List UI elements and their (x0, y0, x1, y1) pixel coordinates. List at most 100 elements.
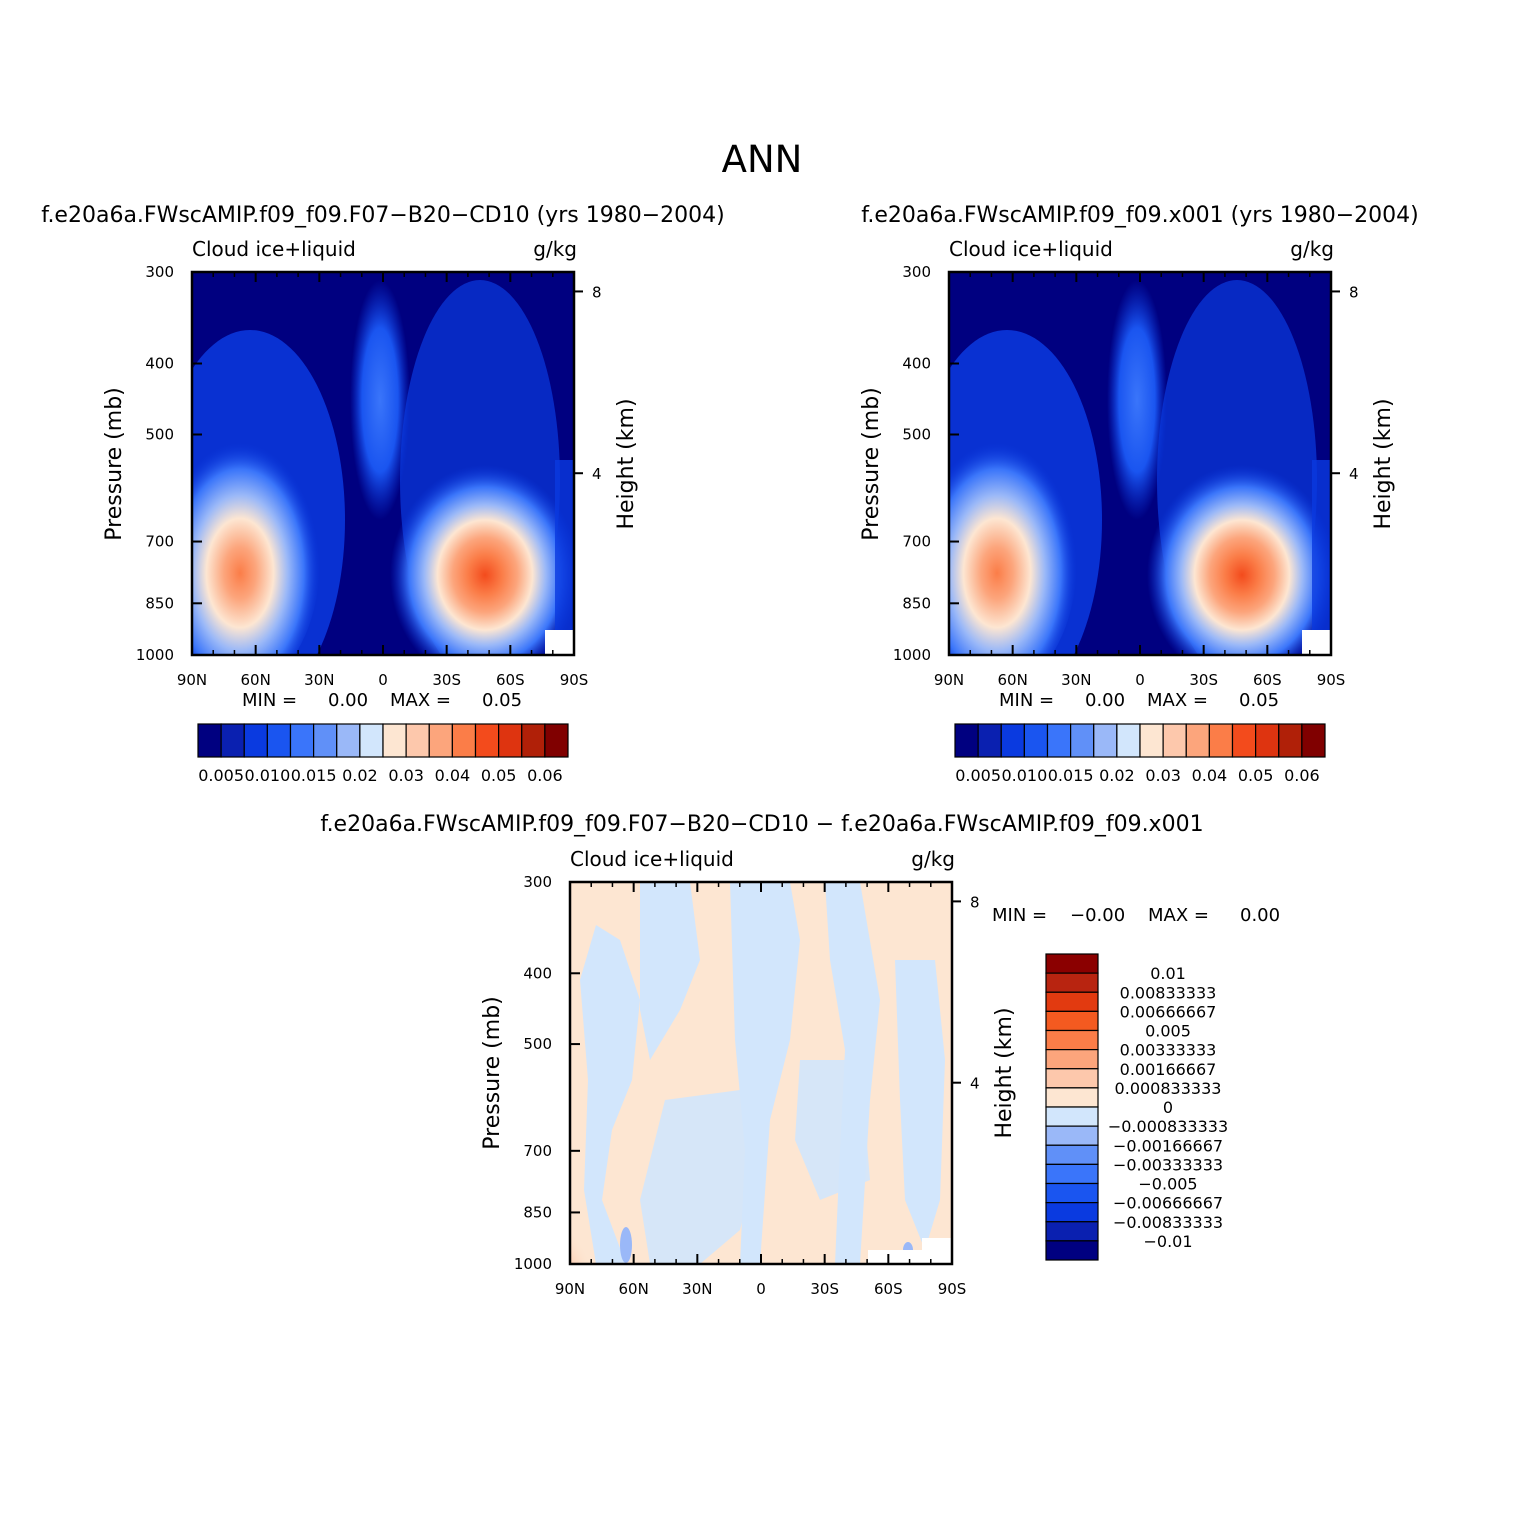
main-title: ANN (722, 138, 803, 181)
panel-0-colorbar: 0.005 0.010 0.015 0.02 0.03 0.04 0.05 0.06 (197, 723, 569, 785)
colorbar-box (1045, 1010, 1099, 1032)
colorbar-box (1255, 723, 1280, 758)
colorbar-label: −0.005 (1138, 1175, 1197, 1194)
panel-2-min-label: MIN = (992, 905, 1047, 926)
y-tick-label: 400 (902, 355, 931, 373)
colorbar-label: 0.005 (198, 766, 244, 785)
y-tick-label: 500 (523, 1035, 552, 1053)
x-tick-label: 0 (756, 1280, 766, 1298)
colorbar-box (1045, 1144, 1099, 1165)
panel-1-variable: Cloud ice+liquid (949, 237, 1113, 261)
y-tick-label: 500 (145, 426, 174, 444)
panel-2-field (570, 882, 952, 1264)
colorbar-box (474, 723, 500, 758)
y2-tick-label: 4 (970, 1075, 980, 1093)
colorbar-box (1045, 1125, 1099, 1146)
colorbar-label: 0.00166667 (1120, 1060, 1217, 1079)
colorbar-label: 0.005 (1145, 1022, 1191, 1041)
colorbar-box (1093, 723, 1118, 758)
panel-1: f.e20a6a.FWscAMIP.f09_f09.x001 (yrs 1980… (859, 203, 1419, 785)
colorbar-box (1208, 723, 1234, 758)
colorbar-box (359, 723, 384, 758)
colorbar-box (954, 723, 979, 758)
colorbar-box (243, 723, 268, 758)
colorbar-box (1045, 1049, 1099, 1070)
y-tick-label: 850 (145, 594, 174, 612)
colorbar-label: 0.015 (1048, 766, 1094, 785)
colorbar-box (1185, 723, 1210, 758)
colorbar-box (428, 723, 453, 758)
x-tick-label: 90S (1317, 671, 1346, 689)
colorbar-box (382, 723, 407, 758)
colorbar-label: −0.01 (1143, 1232, 1192, 1251)
panel-1-title: f.e20a6a.FWscAMIP.f09_f09.x001 (yrs 1980… (861, 203, 1419, 228)
colorbar-box (1045, 1068, 1099, 1089)
colorbar-label: 0.00833333 (1120, 983, 1217, 1002)
colorbar-label: −0.00333333 (1113, 1155, 1223, 1174)
colorbar-label: 0.010 (1001, 766, 1047, 785)
y-tick-label: 300 (902, 263, 931, 281)
colorbar-box (266, 723, 292, 758)
colorbar-box (1000, 723, 1025, 758)
panel-1-axes: 90N 60N 30N 0 30S 60S 90S 300 400 500 700 850 1000 8 4 (893, 263, 1359, 689)
colorbar-box (1045, 1240, 1099, 1261)
colorbar-box (1162, 723, 1187, 758)
colorbar-label: 0.01 (1150, 964, 1186, 983)
panel-1-units: g/kg (1290, 237, 1334, 261)
colorbar-box (1231, 723, 1257, 758)
y-tick-label: 1000 (136, 646, 174, 664)
panel-2-min-value: −0.00 (1070, 905, 1125, 926)
colorbar-box (289, 723, 315, 758)
colorbar-label: 0.005 (955, 766, 1001, 785)
x-tick-label: 60S (874, 1280, 903, 1298)
colorbar-label: 0.06 (527, 766, 563, 785)
colorbar-box (544, 723, 569, 758)
colorbar-box (1045, 953, 1099, 974)
colorbar-box (405, 723, 430, 758)
y-tick-label: 1000 (514, 1255, 552, 1273)
y-tick-label: 400 (145, 355, 174, 373)
colorbar-label: 0.04 (1192, 766, 1228, 785)
y2-tick-label: 4 (1349, 465, 1359, 483)
y2-tick-label: 4 (592, 465, 602, 483)
y-tick-label: 500 (902, 426, 931, 444)
x-tick-label: 90S (938, 1280, 967, 1298)
y-tick-label: 300 (145, 263, 174, 281)
colorbar-label: 0.00666667 (1120, 1002, 1217, 1021)
panel-2-variable: Cloud ice+liquid (570, 847, 734, 871)
x-tick-label: 30N (304, 671, 334, 689)
colorbar-label: 0.02 (1099, 766, 1135, 785)
x-tick-label: 30S (810, 1280, 839, 1298)
colorbar-box (451, 723, 477, 758)
colorbar-label: 0.010 (244, 766, 290, 785)
y-tick-label: 400 (523, 964, 552, 982)
colorbar-box (1045, 1182, 1099, 1204)
x-tick-label: 90N (177, 671, 207, 689)
panel-0-units: g/kg (533, 237, 577, 261)
x-tick-label: 0 (1135, 671, 1145, 689)
x-tick-label: 30S (432, 671, 461, 689)
y-tick-label: 850 (902, 594, 931, 612)
colorbar-box (1046, 723, 1072, 758)
y2-tick-label: 8 (1349, 283, 1359, 301)
colorbar-box (521, 723, 546, 758)
y-tick-label: 300 (523, 873, 552, 891)
x-tick-label: 60N (998, 671, 1028, 689)
colorbar-label: 0.03 (1145, 766, 1181, 785)
panel-2-axes: 90N 60N 30N 0 30S 60S 90S 300 400 500 700 850 1000 8 4 (514, 873, 980, 1298)
colorbar-label: −0.00833333 (1113, 1213, 1223, 1232)
panel-0-max-value: 0.05 (482, 690, 522, 711)
colorbar-label: 0.05 (1238, 766, 1274, 785)
panel-2-y2label: Height (km) (992, 1007, 1017, 1138)
panel-2-max-value: 0.00 (1240, 905, 1280, 926)
colorbar-box (1045, 1106, 1099, 1127)
panel-1-ylabel: Pressure (mb) (859, 387, 884, 541)
x-tick-label: 30N (1061, 671, 1091, 689)
panel-2-ylabel: Pressure (mb) (480, 996, 505, 1150)
colorbar-label: 0.00333333 (1120, 1041, 1217, 1060)
colorbar-box (1301, 723, 1326, 758)
colorbar-label: 0.05 (481, 766, 517, 785)
y-tick-label: 700 (902, 533, 931, 551)
x-tick-label: 30N (682, 1280, 712, 1298)
